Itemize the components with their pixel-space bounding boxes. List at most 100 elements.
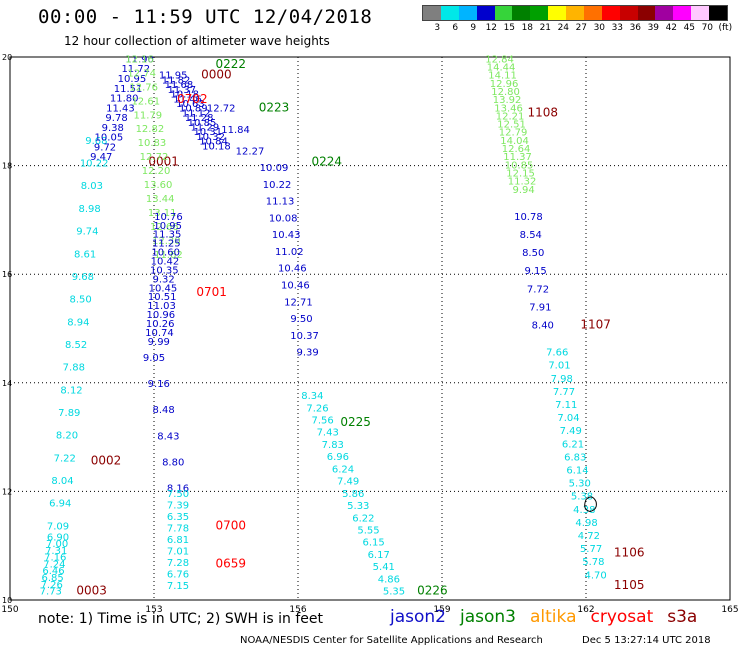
legend-jason2: jason2: [390, 607, 446, 627]
data-label: 5.77: [580, 544, 602, 555]
data-label: 13.92: [493, 95, 522, 106]
colorbar-swatch: [637, 6, 656, 20]
data-label: 12.61: [131, 96, 160, 107]
data-label: 7.26: [41, 580, 63, 591]
pass-time-label: 0659: [216, 556, 247, 570]
pass-time-label: 0701: [196, 285, 227, 299]
data-label: 9.68: [85, 136, 107, 147]
data-label: 12.74: [127, 68, 156, 79]
data-label: 8.94: [67, 317, 89, 328]
data-label: 5.41: [373, 562, 395, 573]
data-label: 7.39: [167, 500, 189, 511]
data-label: 7.16: [44, 553, 66, 564]
data-label: 11.43: [106, 103, 135, 114]
data-label: 6.14: [566, 466, 588, 477]
data-label: 7.89: [58, 408, 80, 419]
data-label: 10.37: [290, 331, 319, 342]
data-label: 7.09: [47, 521, 69, 532]
data-label: 4.98: [575, 518, 597, 529]
colorbar-swatch: [619, 6, 638, 20]
colorbar-swatch: [458, 6, 477, 20]
data-label: 6.90: [47, 532, 69, 543]
x-tick-label: 156: [289, 605, 306, 615]
data-label: 10.76: [154, 212, 183, 223]
data-label: 7.43: [317, 428, 339, 439]
legend-s3a: s3a: [667, 607, 698, 627]
data-label: 12.30: [152, 236, 181, 247]
data-label: 8.04: [51, 476, 73, 487]
colorbar-swatch: [440, 6, 459, 20]
y-tick-label: 10: [2, 596, 12, 605]
data-label: 9.68: [72, 272, 94, 283]
plot-frame: [9, 56, 731, 601]
data-label: 7.56: [311, 416, 333, 427]
pass-time-label: 0700: [216, 518, 247, 532]
data-label: 12.16: [125, 54, 154, 65]
colorbar-swatch: [566, 6, 584, 20]
data-label: 7.31: [45, 546, 67, 557]
data-label: 10.60: [151, 248, 180, 259]
data-label: 7.66: [546, 348, 568, 359]
data-label: 10.85: [505, 160, 534, 171]
data-label: 7.83: [322, 440, 344, 451]
data-label: 9.38: [102, 123, 124, 134]
data-label: 13.44: [146, 194, 175, 205]
data-label: 10.05: [95, 133, 124, 144]
colorbar-label: 15: [503, 23, 516, 33]
pass-time-label: 0223: [259, 100, 290, 114]
legend-jason3: jason3: [460, 607, 516, 627]
pass-time-label: 1108: [528, 106, 559, 120]
data-label: 12.84: [485, 54, 514, 65]
data-label: 10.42: [151, 257, 180, 268]
data-label: 14.44: [487, 63, 516, 74]
credit-text: NOAA/NESDIS Center for Satellite Applica…: [240, 635, 543, 646]
data-label: 12.66: [150, 222, 179, 233]
data-label: 10.46: [278, 264, 307, 275]
data-label: 13.11: [148, 208, 177, 219]
data-label: 11.37: [503, 152, 532, 163]
data-label: 14.04: [500, 136, 529, 147]
data-label: 7.50: [167, 489, 189, 500]
data-label: 12.27: [236, 147, 265, 158]
data-label: 8.12: [60, 385, 82, 396]
colorbar-label: 24: [557, 23, 570, 33]
data-label: 4.72: [578, 531, 600, 542]
data-label: 11.32: [508, 177, 537, 188]
data-label: 12.21: [496, 111, 525, 122]
colorbar-swatch: [548, 6, 566, 20]
colorbar-swatch: [494, 6, 513, 20]
data-label: 9.16: [148, 379, 170, 390]
pass-time-label: 0702: [177, 92, 208, 106]
data-label: 12.51: [497, 120, 526, 131]
data-label: 10.84: [199, 137, 228, 148]
chart-title: 00:00 - 11:59 UTC 12/04/2018: [38, 6, 373, 28]
legend-cryosat: cryosat: [590, 607, 654, 627]
pass-time-label: 0226: [417, 584, 448, 598]
data-label: 8.98: [78, 204, 100, 215]
data-label: 8.16: [167, 483, 189, 494]
data-label: 11.28: [185, 113, 214, 124]
data-label: 7.11: [555, 400, 577, 411]
data-label: 11.90: [125, 54, 154, 65]
data-label: 10.31: [193, 127, 222, 138]
data-label: 6.22: [352, 513, 374, 524]
colorbar-swatch: [673, 6, 692, 20]
colorbar: 3 6 9 12 15 18 21 24 27 30 33 36 39 42 45 70 (ft): [422, 5, 732, 33]
data-label: 9.47: [90, 152, 112, 163]
data-label: 12.82: [136, 124, 165, 135]
colorbar-label: (ft): [718, 23, 733, 33]
credit-date: Dec 5 13:27:14 UTC 2018: [582, 635, 711, 646]
x-tick-label: 159: [433, 605, 450, 615]
data-label: 7.98: [551, 374, 573, 385]
data-label: 10.78: [514, 212, 543, 223]
pass-time-label: 1106: [614, 546, 645, 560]
data-label: 12.71: [284, 297, 313, 308]
data-label: 12.72: [140, 152, 169, 163]
y-tick-label: 18: [2, 162, 12, 171]
data-label: 7.77: [553, 387, 575, 398]
data-label: 7.00: [46, 539, 68, 550]
data-label: 9.72: [94, 142, 116, 153]
data-label: 4.86: [378, 574, 400, 585]
data-label: 10.22: [80, 159, 109, 170]
data-label: 12.72: [207, 103, 236, 114]
